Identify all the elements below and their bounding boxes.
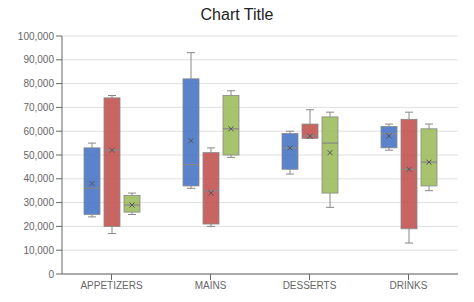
svg-text:100,000: 100,000	[18, 31, 55, 42]
svg-text:70,000: 70,000	[23, 102, 54, 113]
svg-text:0: 0	[48, 269, 54, 280]
svg-text:30,000: 30,000	[23, 197, 54, 208]
svg-text:60,000: 60,000	[23, 126, 54, 137]
svg-text:50,000: 50,000	[23, 150, 54, 161]
svg-text:10,000: 10,000	[23, 245, 54, 256]
svg-text:80,000: 80,000	[23, 78, 54, 89]
svg-text:DRINKS: DRINKS	[390, 280, 428, 291]
svg-text:DESSERTS: DESSERTS	[283, 280, 337, 291]
svg-text:APPETIZERS: APPETIZERS	[80, 280, 143, 291]
svg-text:20,000: 20,000	[23, 221, 54, 232]
svg-text:MAINS: MAINS	[195, 280, 227, 291]
html-text:Chart Title: Chart Title	[200, 6, 274, 23]
svg-text:40,000: 40,000	[23, 173, 54, 184]
svg-text:90,000: 90,000	[23, 54, 54, 65]
